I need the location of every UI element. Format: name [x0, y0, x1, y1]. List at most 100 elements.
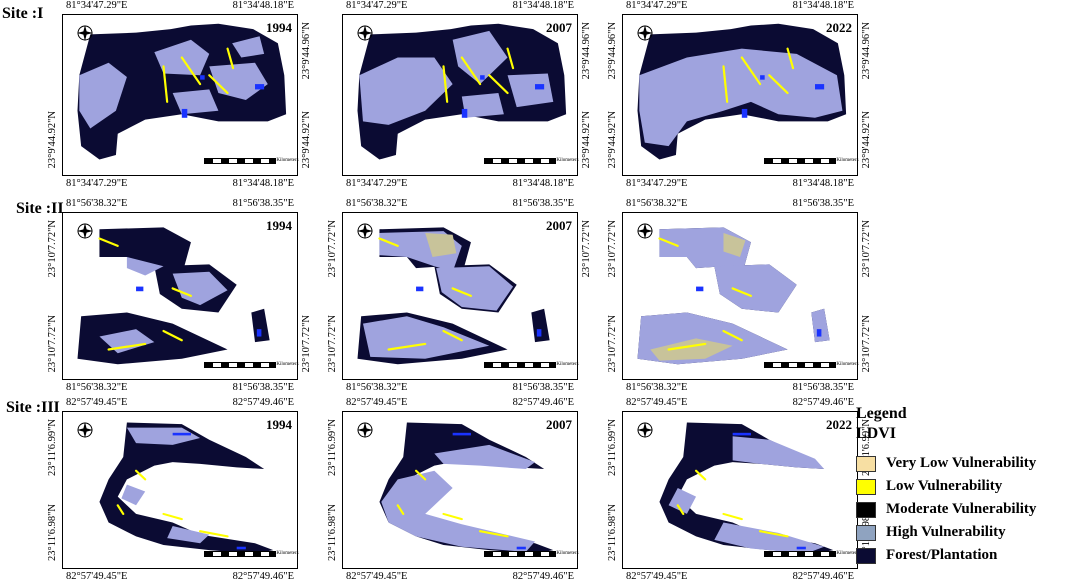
- low-vulnerability-patch: [667, 342, 707, 351]
- vulnerability-map: [342, 14, 578, 176]
- map-year: 2022: [826, 20, 852, 35]
- scale-unit-label: Kilometers: [556, 362, 579, 367]
- water-body: [535, 84, 545, 90]
- water-body: [172, 432, 191, 436]
- high-vulnerability-area: [126, 427, 201, 445]
- vulnerability-map: [342, 411, 578, 569]
- water-body: [741, 108, 748, 118]
- scale-bar: [203, 158, 277, 164]
- low-vulnerability-patch: [162, 329, 183, 342]
- coord-bottom-right: 81°34'48.18"E: [792, 177, 854, 189]
- scale-unit-label: Kilometers: [276, 158, 299, 163]
- scale-bar: [763, 362, 837, 368]
- scale-unit-label: Kilometers: [836, 158, 859, 163]
- water-body: [732, 432, 751, 436]
- coord-bottom-left: 82°57'49.45"E: [346, 570, 408, 582]
- coord-left-bottom: 23°10'7.72"N: [47, 314, 58, 372]
- map-panel-site1-2: 2007 Kilometers 81°34'47.29"E 81°34'48.18"E…: [342, 0, 592, 188]
- map-panel-site1-3: 2022 Kilometers 81°34'47.29"E 81°34'48.18"E…: [607, 0, 872, 188]
- legend-label: High Vulnerability: [886, 524, 1006, 540]
- low-vulnerability-patch: [506, 47, 515, 70]
- coord-bottom-right: 82°57'49.46"E: [232, 570, 294, 582]
- low-vulnerability-patch: [442, 512, 463, 521]
- low-vulnerability-patch: [396, 504, 405, 515]
- map-panel-site2-3: Kilometers 81°56'38.32"E 81°56'38.35"E 81°5…: [607, 198, 872, 392]
- map-panel-site3-2: 2007 Kilometers 82°57'49.45"E 82°57'49.46"E…: [327, 397, 579, 581]
- high-vulnerability-area: [668, 488, 697, 514]
- high-vulnerability-area: [507, 73, 554, 108]
- coord-right-bottom: 23°9'44.92"N: [860, 110, 872, 168]
- low-vulnerability-patch: [98, 237, 119, 248]
- very-low-vulnerability-area: [650, 338, 733, 361]
- water-body: [461, 108, 468, 118]
- scale-bar: [763, 158, 837, 164]
- coord-top-right: 81°56'38.35"E: [232, 198, 294, 209]
- low-vulnerability-patch: [722, 329, 743, 342]
- low-vulnerability-patch: [740, 56, 762, 86]
- water-body: [236, 546, 246, 550]
- low-vulnerability-patch: [107, 342, 147, 351]
- coord-right-top: 23°9'44.96"N: [860, 22, 872, 80]
- legend-subtitle: LDVI: [856, 425, 897, 442]
- low-vulnerability-patch: [722, 512, 743, 521]
- map-year: 1994: [266, 417, 292, 432]
- high-vulnerability-area: [714, 522, 825, 554]
- coord-bottom-left: 82°57'49.45"E: [626, 570, 688, 582]
- coord-top-right: 82°57'49.46"E: [792, 397, 854, 408]
- legend-label: Very Low Vulnerability: [886, 455, 1037, 471]
- coord-left-bottom: 23°11'6.98"N: [607, 504, 618, 561]
- coord-bottom-right: 82°57'49.46"E: [512, 570, 574, 582]
- high-vulnerability-area: [811, 308, 830, 343]
- water-body: [796, 546, 806, 550]
- coord-bottom-right: 81°34'48.18"E: [232, 177, 294, 189]
- water-body: [480, 75, 485, 80]
- coord-top-right: 81°34'48.18"E: [232, 0, 294, 11]
- low-vulnerability-patch: [162, 512, 183, 521]
- map-year: 2007: [546, 20, 572, 35]
- coord-left-top: 23°9'44.96"N: [607, 22, 618, 80]
- water-body: [256, 329, 262, 337]
- low-vulnerability-patch: [451, 287, 473, 297]
- low-vulnerability-patch: [162, 65, 169, 103]
- legend-label: Forest/Plantation: [886, 547, 998, 563]
- coord-right-top: 23°9'44.96"N: [300, 22, 312, 80]
- low-vulnerability-patch: [658, 237, 679, 248]
- coord-right-bottom: 23°9'44.92"N: [580, 110, 592, 168]
- low-vulnerability-patch: [414, 469, 427, 481]
- scale-unit-label: Kilometers: [276, 551, 299, 556]
- legend-item-high: High Vulnerability: [856, 521, 1070, 544]
- coord-top-left: 82°57'49.45"E: [66, 397, 128, 408]
- low-vulnerability-patch: [676, 504, 685, 515]
- coord-top-right: 82°57'49.46"E: [232, 397, 294, 408]
- coord-left-bottom: 23°11'6.98"N: [327, 504, 338, 561]
- high-vulnerability-area: [434, 444, 535, 470]
- coord-bottom-left: 81°34'47.29"E: [346, 177, 408, 189]
- vulnerability-map: [62, 14, 298, 176]
- coord-top-left: 81°34'47.29"E: [626, 0, 688, 11]
- coord-left-bottom: 23°10'7.72"N: [327, 314, 338, 372]
- coord-top-left: 81°56'38.32"E: [66, 198, 128, 209]
- low-vulnerability-patch: [442, 65, 449, 103]
- legend-label: Low Vulnerability: [886, 478, 1003, 494]
- low-vulnerability-patch: [180, 56, 202, 86]
- low-vulnerability-patch: [722, 65, 729, 103]
- coord-top-right: 81°56'38.35"E: [792, 198, 854, 209]
- high-vulnerability-area: [172, 89, 219, 115]
- low-vulnerability-patch: [479, 530, 509, 538]
- legend: Legend LDVI Very Low Vulnerability Low V…: [856, 404, 1070, 567]
- low-vulnerability-patch: [768, 74, 789, 95]
- scale-bar: [483, 551, 557, 557]
- legend-swatch: [856, 455, 876, 472]
- very-low-vulnerability-area: [723, 232, 746, 257]
- coord-left-top: 23°11'6.99"N: [327, 419, 338, 476]
- coord-bottom-left: 81°34'47.29"E: [66, 177, 128, 189]
- coord-top-left: 81°56'38.32"E: [626, 198, 688, 209]
- map-panel-site3-1: 1994 Kilometers 82°57'49.45"E 82°57'49.46"E…: [47, 397, 299, 581]
- coord-bottom-right: 81°56'38.35"E: [232, 381, 294, 393]
- high-vulnerability-area: [121, 484, 146, 506]
- coord-top-left: 82°57'49.45"E: [626, 397, 688, 408]
- map-year: 2007: [546, 417, 572, 432]
- low-vulnerability-patch: [460, 56, 482, 86]
- water-body: [516, 546, 526, 550]
- coord-top-right: 81°34'48.18"E: [792, 0, 854, 11]
